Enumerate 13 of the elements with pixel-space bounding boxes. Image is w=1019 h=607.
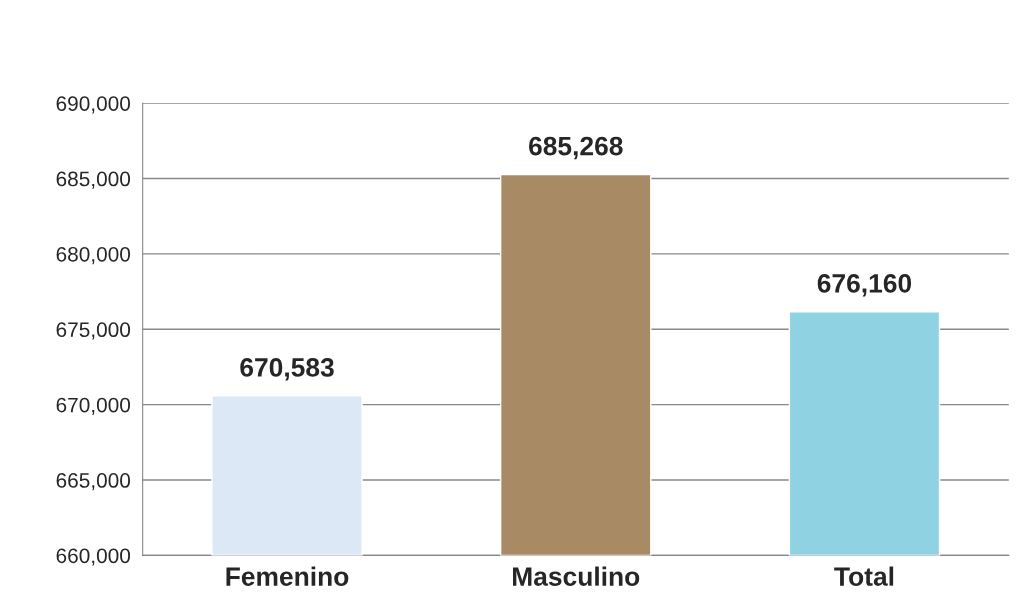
y-tick-label: 685,000 [56,171,131,189]
data-label: 685,268 [529,136,623,160]
y-tick-label: 665,000 [56,473,131,491]
y-tick-label: 675,000 [56,322,131,340]
y-tick-label: 690,000 [56,96,131,114]
y-tick-label: 670,000 [56,397,131,415]
data-label: 676,160 [817,274,912,297]
data-label: 670,583 [240,358,334,381]
x-tick-label: Masculino [512,566,640,586]
y-tick-label: 660,000 [56,548,131,566]
x-tick-label: Femenino [226,566,349,586]
y-tick-label: 680,000 [56,246,131,265]
x-tick-label: Total [834,566,894,586]
